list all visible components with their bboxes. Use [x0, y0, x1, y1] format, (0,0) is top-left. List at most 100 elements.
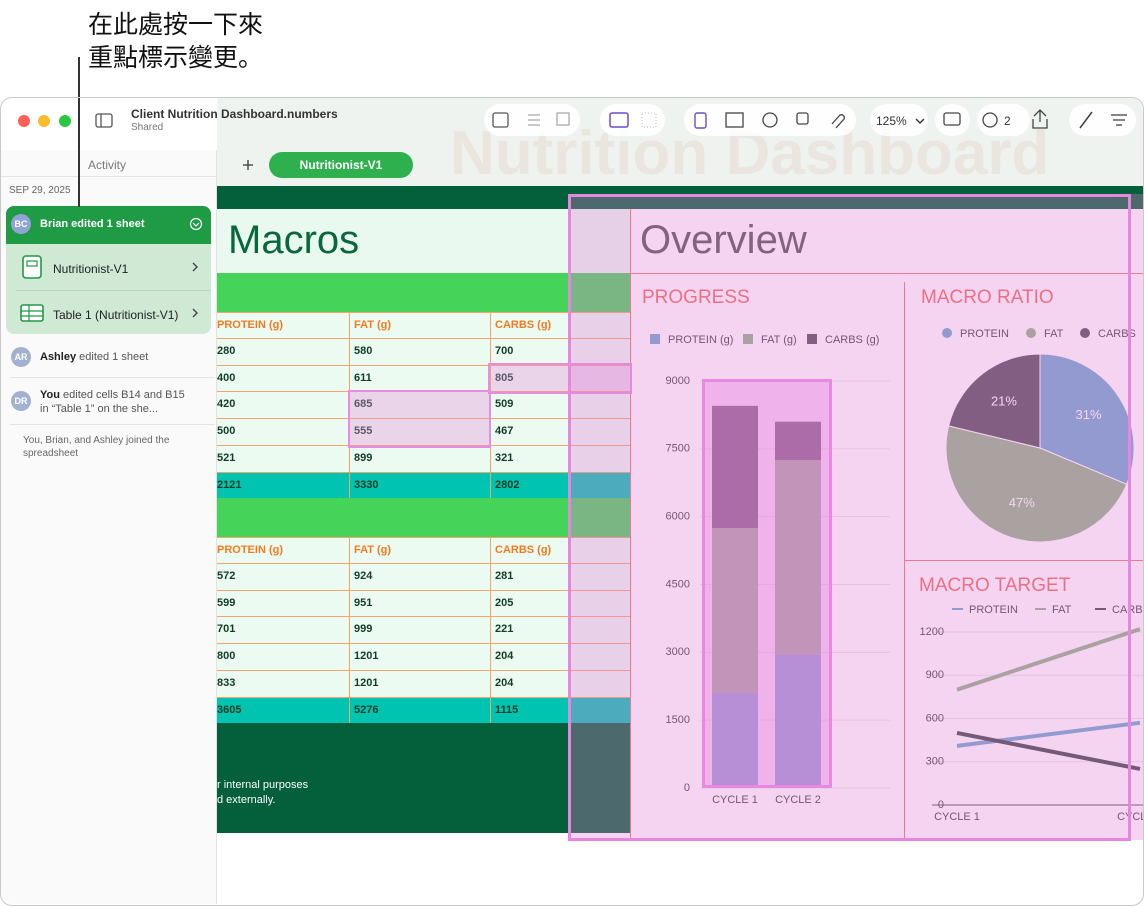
cell: 400	[217, 371, 236, 384]
column-header: FAT (g)	[354, 544, 392, 556]
insert-group[interactable]	[484, 104, 580, 136]
attach-icon[interactable]	[831, 114, 845, 129]
activity-entry[interactable]: Ashley edited 1 sheet	[40, 351, 148, 363]
cell: 500	[217, 425, 236, 438]
chart-highlight	[702, 379, 832, 788]
objects-group[interactable]	[684, 104, 856, 136]
add-row-icon[interactable]	[492, 112, 509, 128]
row-line	[217, 391, 630, 393]
divider	[10, 377, 215, 378]
total-cell: 2121	[217, 478, 242, 491]
chart-icon[interactable]	[762, 112, 778, 128]
bar-segment	[775, 460, 821, 655]
close-button[interactable]	[18, 115, 30, 127]
avatar	[11, 214, 31, 234]
add-sheet-button[interactable]	[243, 160, 253, 170]
table-band	[217, 273, 630, 312]
cell: 951	[354, 596, 373, 609]
y-tick-label: 9000	[666, 375, 690, 387]
minimize-button[interactable]	[38, 115, 50, 127]
cell: 999	[354, 623, 373, 636]
column-header: PROTEIN (g)	[217, 544, 283, 556]
legend-swatch	[743, 334, 753, 344]
entry-text: edited cells B14 and B15 in “Table 1” on…	[40, 389, 185, 415]
entry-text: Brian edited 1 sheet	[40, 218, 145, 230]
cell: 205	[495, 596, 514, 609]
cell: 572	[217, 570, 236, 582]
list-icon[interactable]	[528, 114, 540, 126]
table-icon[interactable]	[725, 112, 744, 128]
cell-highlight	[348, 390, 491, 448]
sidebar-toggle[interactable]	[95, 113, 113, 128]
y-tick-label: 7500	[666, 443, 690, 455]
legend-dot	[1026, 328, 1036, 338]
bar-segment	[775, 654, 821, 788]
activity-entry[interactable]: You edited cells B14 and B15 in “Table 1…	[40, 388, 188, 416]
column-header: CARBS (g)	[495, 319, 552, 331]
frame-line	[630, 273, 1144, 274]
collaborator-count: 2	[1004, 114, 1011, 128]
cell: 221	[495, 623, 514, 636]
x-tick-label: CYCLE 1	[934, 811, 980, 823]
text-icon[interactable]	[694, 112, 707, 129]
line-series	[956, 730, 1141, 771]
media-group[interactable]	[600, 104, 665, 136]
merge-icon[interactable]	[556, 112, 570, 126]
title-row	[217, 209, 630, 273]
format-group[interactable]	[1069, 104, 1136, 136]
line-series	[956, 720, 1141, 748]
column-line	[568, 312, 569, 499]
shape-icon[interactable]	[796, 112, 809, 125]
column-header: FAT (g)	[354, 319, 392, 331]
overview-bg	[630, 209, 1144, 840]
y-tick-label: 1200	[920, 626, 944, 638]
row-line	[217, 669, 630, 671]
table-change[interactable]: Table 1 (Nutritionist-V1)	[53, 308, 179, 322]
sheet-tab[interactable]	[269, 152, 413, 178]
y-tick-label: 0	[938, 799, 944, 811]
chart-title: PROGRESS	[642, 287, 750, 308]
legend-label: CARBS	[1112, 604, 1144, 616]
legend-label: FAT	[1044, 328, 1064, 340]
organize-icon[interactable]	[1111, 114, 1127, 126]
row-line	[217, 643, 630, 645]
zoom-button[interactable]	[59, 115, 71, 127]
comment-button[interactable]	[935, 104, 970, 136]
cell: 321	[495, 451, 514, 464]
line-series	[956, 627, 1141, 692]
document-title: Client Nutrition Dashboard.numbers	[131, 107, 338, 121]
pie-slice	[945, 425, 1128, 543]
cell: 924	[354, 570, 373, 582]
collaborate-button[interactable]	[977, 104, 1030, 136]
format-icon[interactable]	[1079, 111, 1093, 129]
cell: 280	[217, 345, 236, 357]
window-frame	[0, 97, 1142, 904]
cell: 420	[217, 398, 236, 411]
row-line	[217, 364, 630, 366]
grid-icon[interactable]	[641, 112, 657, 128]
table-body	[217, 537, 630, 724]
frame-line	[905, 560, 1144, 561]
divider	[1, 176, 216, 177]
cell: 800	[217, 650, 236, 663]
y-tick-label: 4500	[666, 578, 690, 590]
legend-swatch	[650, 334, 660, 344]
user-name: You	[40, 389, 60, 401]
activity-entry-selected[interactable]	[6, 206, 211, 334]
x-tick-label: CYCLE 1	[712, 794, 758, 806]
media-icon[interactable]	[609, 112, 629, 128]
legend-dot	[942, 328, 952, 338]
legend-label: CARBS	[1098, 328, 1136, 340]
sheet-change[interactable]: Nutritionist-V1	[53, 262, 129, 276]
share-icon[interactable]	[1032, 109, 1048, 129]
chart-overlay	[568, 194, 1144, 840]
column-line	[490, 537, 491, 724]
date-label: SEP 29, 2025	[9, 185, 71, 196]
user-name: Ashley	[40, 351, 77, 363]
footnote: r internal purposes	[217, 779, 309, 791]
total-cell: 5276	[354, 703, 379, 716]
zoom-menu[interactable]	[870, 104, 928, 136]
y-tick-label: 900	[926, 669, 944, 681]
sheet-tab-label[interactable]: Nutritionist-V1	[299, 158, 383, 172]
